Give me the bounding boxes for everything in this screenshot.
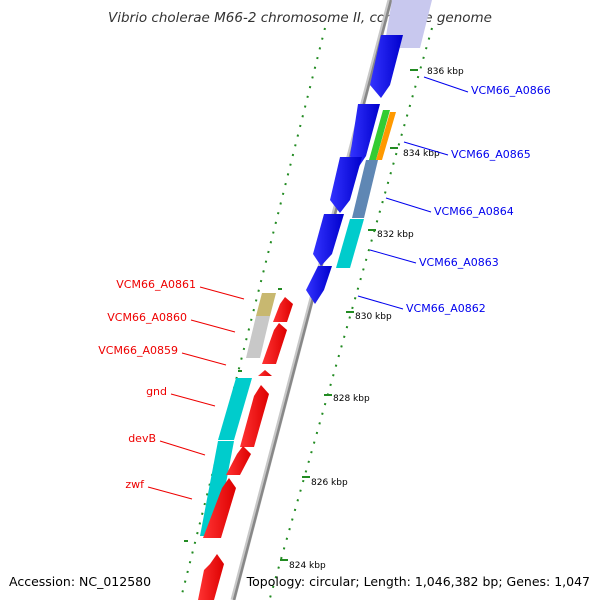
gene-gnd[interactable] xyxy=(240,385,269,447)
gene-vcm66-a0865-green[interactable] xyxy=(369,110,390,160)
forward-labels xyxy=(357,76,469,310)
label-gnd[interactable]: gnd xyxy=(146,385,167,398)
reverse-label-text: VCM66_A0861 VCM66_A0860 VCM66_A0859 gnd … xyxy=(98,278,196,491)
reverse-labels xyxy=(147,286,245,500)
tick-label-826: 826 kbp xyxy=(311,478,348,488)
label-vcm66-a0863[interactable]: VCM66_A0863 xyxy=(419,256,499,269)
tick-label-834: 834 kbp xyxy=(403,149,440,159)
major-ticks xyxy=(184,69,418,561)
label-vcm66-a0864[interactable]: VCM66_A0864 xyxy=(434,205,514,218)
gene-vcm66-a0861-red[interactable] xyxy=(273,297,293,322)
gene-vcm66-a0863-blue[interactable] xyxy=(313,214,344,266)
label-vcm66-a0862[interactable]: VCM66_A0862 xyxy=(406,302,486,315)
gene-devb[interactable] xyxy=(226,446,251,475)
gene-vcm66-a0866b[interactable] xyxy=(350,104,380,168)
label-vcm66-a0859[interactable]: VCM66_A0859 xyxy=(98,344,178,357)
forward-strand-genes xyxy=(306,0,432,304)
gene-vcm66-a0859[interactable] xyxy=(258,370,272,376)
gene-vcm66-a0866[interactable] xyxy=(370,35,403,98)
gene-vcm66-a0857[interactable] xyxy=(198,554,224,600)
gene-vcm66-a0863[interactable] xyxy=(336,219,364,268)
gene-vcm66-a0864-steel[interactable] xyxy=(352,160,378,218)
tick-label-828: 828 kbp xyxy=(333,394,370,404)
reverse-strand-genes xyxy=(198,293,293,600)
label-zwf[interactable]: zwf xyxy=(125,478,145,491)
label-devb[interactable]: devB xyxy=(128,432,156,445)
gene-vcm66-a0860[interactable] xyxy=(246,316,270,358)
tick-label-832: 832 kbp xyxy=(377,230,414,240)
tick-label-836: 836 kbp xyxy=(427,67,464,77)
label-vcm66-a0861[interactable]: VCM66_A0861 xyxy=(116,278,196,291)
tick-labels: 836 kbp 834 kbp 832 kbp 830 kbp 828 kbp … xyxy=(289,67,464,571)
label-vcm66-a0865[interactable]: VCM66_A0865 xyxy=(451,148,531,161)
accession-text: Accession: NC_012580 xyxy=(9,574,151,589)
topology-text: Topology: circular; Length: 1,046,382 bp… xyxy=(246,574,590,589)
gene-zwf[interactable] xyxy=(203,478,236,538)
gene-vcm66-a0860-red[interactable] xyxy=(262,323,287,364)
gene-vcm66-a0865-orange[interactable] xyxy=(376,112,396,160)
gene-gnd-cyan[interactable] xyxy=(218,378,252,440)
label-vcm66-a0866[interactable]: VCM66_A0866 xyxy=(471,84,551,97)
gene-devb-cyan[interactable] xyxy=(200,441,234,536)
tick-label-830: 830 kbp xyxy=(355,312,392,322)
tick-label-824: 824 kbp xyxy=(289,561,326,571)
label-vcm66-a0860[interactable]: VCM66_A0860 xyxy=(107,311,187,324)
gene-vcm66-a0864-blue[interactable] xyxy=(330,157,362,213)
gene-vcm66-a0862[interactable] xyxy=(306,266,332,304)
forward-label-text: VCM66_A0866 VCM66_A0865 VCM66_A0864 VCM6… xyxy=(406,84,551,315)
map-title: Vibrio cholerae M66-2 chromosome II, com… xyxy=(108,10,492,26)
gene-vcm66-a0861[interactable] xyxy=(256,293,276,316)
